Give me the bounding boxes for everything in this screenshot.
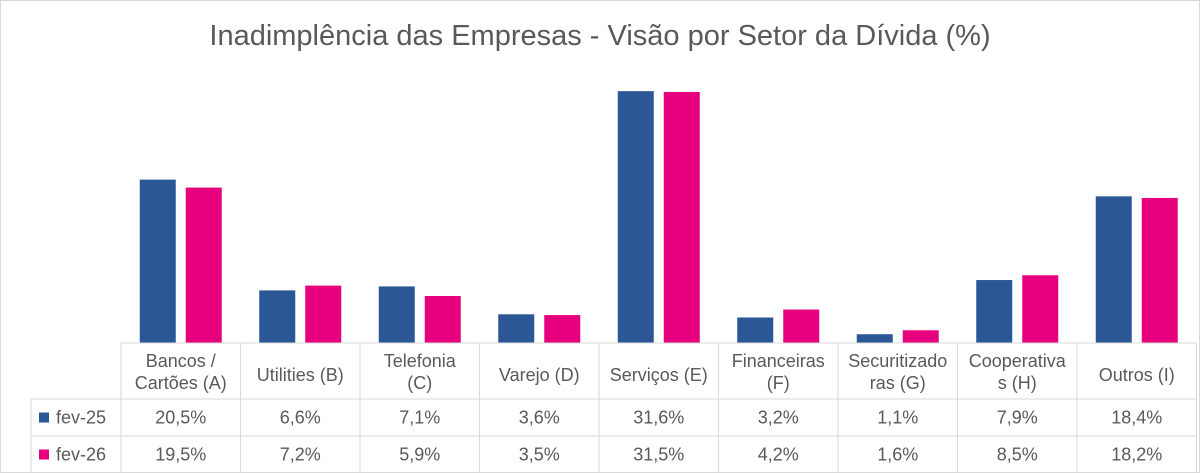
bar-fev-25-1 bbox=[259, 290, 296, 343]
legend-key-fev-26 bbox=[39, 449, 49, 460]
category-label-5: Financeiras (F) bbox=[732, 351, 825, 393]
category-label-6: Securitizado ras (G) bbox=[848, 351, 947, 393]
value-label-fev-25-1: 6,6% bbox=[280, 408, 321, 428]
bar-fev-26-5 bbox=[783, 309, 820, 343]
value-label-fev-26-2: 5,9% bbox=[399, 445, 440, 465]
value-label-fev-25-4: 31,6% bbox=[633, 408, 684, 428]
value-label-fev-26-5: 4,2% bbox=[758, 445, 799, 465]
bar-fev-26-6 bbox=[902, 330, 939, 343]
bar-fev-26-3 bbox=[544, 315, 581, 343]
bar-fev-25-8 bbox=[1095, 196, 1132, 343]
value-label-fev-25-8: 18,4% bbox=[1111, 408, 1162, 428]
bar-fev-26-7 bbox=[1022, 275, 1059, 343]
bar-fev-26-2 bbox=[424, 295, 461, 343]
value-label-fev-26-4: 31,5% bbox=[633, 445, 684, 465]
value-label-fev-26-0: 19,5% bbox=[155, 445, 206, 465]
legend-key-fev-25 bbox=[39, 412, 49, 423]
value-label-fev-26-8: 18,2% bbox=[1111, 445, 1162, 465]
category-label-2: Telefonia (C) bbox=[384, 351, 457, 393]
category-label-1: Utilities (B) bbox=[257, 365, 344, 385]
bar-fev-26-4 bbox=[663, 91, 700, 343]
value-label-fev-25-5: 3,2% bbox=[758, 408, 799, 428]
bar-fev-25-5 bbox=[737, 317, 774, 343]
legend-label-fev-25: fev-25 bbox=[56, 408, 106, 428]
value-label-fev-26-3: 3,5% bbox=[519, 445, 560, 465]
category-label-8: Outros (I) bbox=[1099, 365, 1175, 385]
value-label-fev-26-6: 1,6% bbox=[877, 445, 918, 465]
legend-label-fev-26: fev-26 bbox=[56, 445, 106, 465]
bar-fev-25-0 bbox=[139, 179, 176, 343]
bar-fev-25-3 bbox=[498, 314, 535, 343]
bar-fev-26-8 bbox=[1141, 197, 1178, 343]
value-label-fev-26-7: 8,5% bbox=[997, 445, 1038, 465]
chart-title: Inadimplência das Empresas - Visão por S… bbox=[209, 20, 991, 52]
value-label-fev-26-1: 7,2% bbox=[280, 445, 321, 465]
bar-fev-25-4 bbox=[617, 91, 654, 343]
value-label-fev-25-0: 20,5% bbox=[155, 408, 206, 428]
category-label-7: Cooperativa s (H) bbox=[969, 351, 1067, 393]
bar-fev-26-1 bbox=[305, 285, 342, 343]
value-label-fev-25-3: 3,6% bbox=[519, 408, 560, 428]
value-label-fev-25-2: 7,1% bbox=[399, 408, 440, 428]
value-label-fev-25-7: 7,9% bbox=[997, 408, 1038, 428]
bar-fev-25-2 bbox=[378, 286, 415, 343]
bar-fev-25-6 bbox=[856, 334, 893, 343]
category-label-4: Serviços (E) bbox=[610, 365, 708, 385]
category-label-3: Varejo (D) bbox=[499, 365, 580, 385]
category-label-0: Bancos / Cartões (A) bbox=[135, 351, 227, 393]
bar-fev-25-7 bbox=[976, 280, 1013, 343]
bar-fev-26-0 bbox=[185, 187, 222, 343]
value-label-fev-25-6: 1,1% bbox=[877, 408, 918, 428]
